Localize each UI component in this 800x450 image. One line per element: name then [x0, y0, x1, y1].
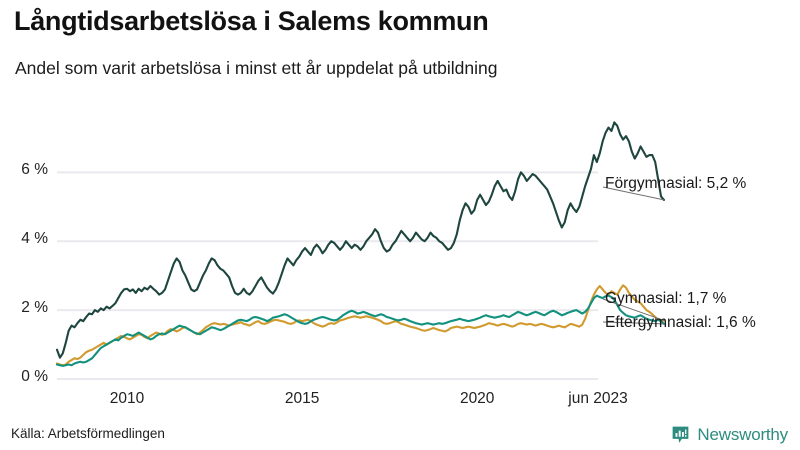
- label-leader-line: [602, 321, 664, 325]
- x-tick-label: jun 2023: [568, 390, 628, 407]
- series-line-eftergymnasial: [55, 294, 666, 367]
- x-tick-label: 2010: [109, 390, 145, 407]
- newsworthy-logo: Newsworthy: [670, 424, 788, 445]
- x-tick-label: 2020: [459, 390, 495, 407]
- series-line-gymnasial: [55, 284, 666, 367]
- series-label-eftergymnasial: Eftergymnasial: 1,6 %: [605, 314, 756, 331]
- series-label-gymnasial: Gymnasial: 1,7 %: [605, 290, 727, 307]
- y-tick-label: 4 %: [21, 230, 48, 248]
- y-tick-label: 2 %: [21, 299, 48, 317]
- label-leader-line: [602, 186, 665, 201]
- bar-chart-bubble-icon: [673, 426, 689, 443]
- label-leader-line: [602, 298, 665, 321]
- y-tick-label: 6 %: [21, 161, 48, 179]
- source-note: Källa: Arbetsförmedlingen: [11, 426, 165, 441]
- series-line-förgymnasial: [55, 121, 666, 359]
- series-label-forgymnasial: Förgymnasial: 5,2 %: [605, 175, 747, 192]
- brand-name: Newsworthy: [697, 424, 788, 444]
- page-subtitle: Andel som varit arbetslösa i minst ett å…: [15, 58, 498, 78]
- x-tick-label: 2015: [284, 390, 320, 407]
- page-title: Långtidsarbetslösa i Salems kommun: [14, 6, 489, 36]
- y-tick-label: 0 %: [21, 368, 48, 385]
